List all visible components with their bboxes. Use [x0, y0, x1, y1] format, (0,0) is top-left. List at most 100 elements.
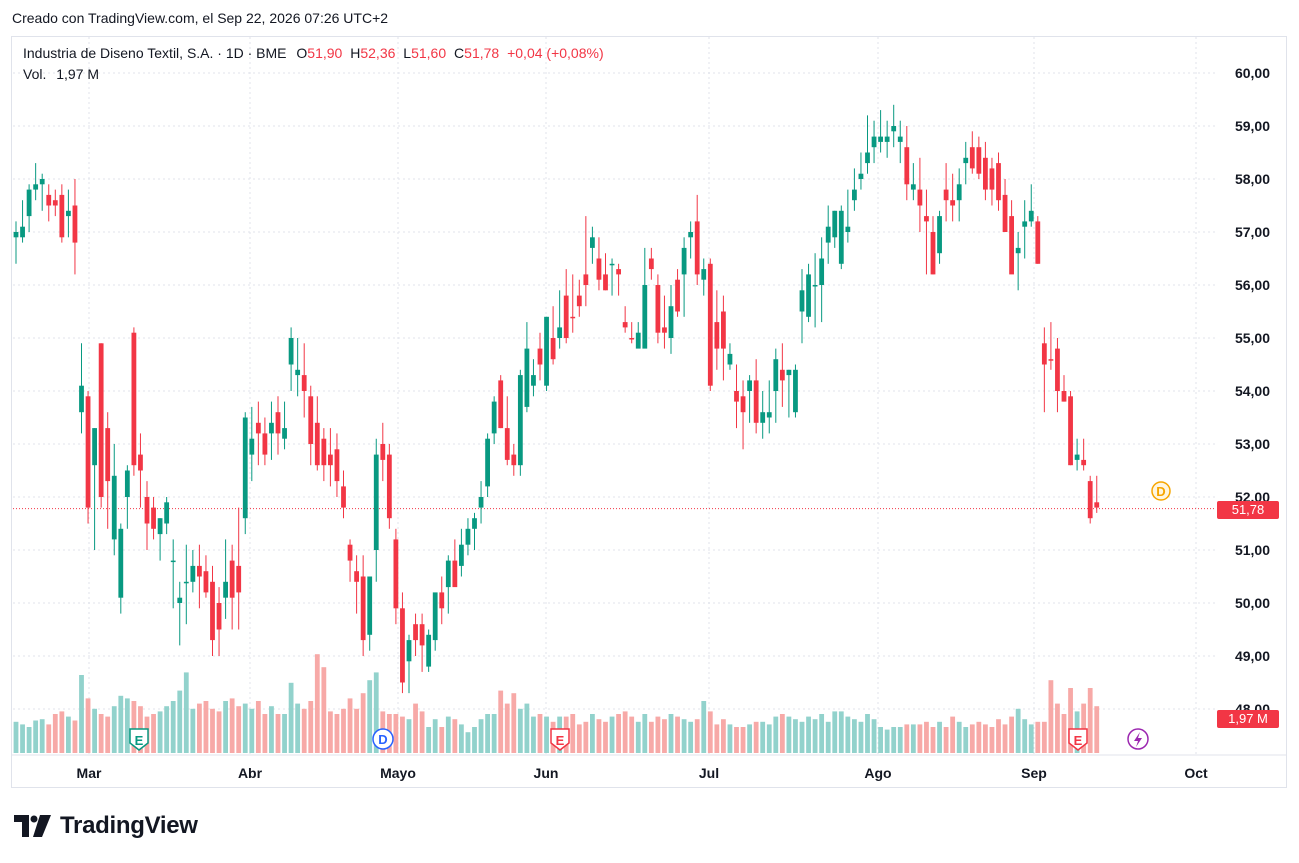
- volume-bar: [478, 719, 484, 753]
- volume-bar: [524, 703, 530, 753]
- candle: [609, 258, 615, 296]
- candle-body: [897, 136, 903, 142]
- candle: [1094, 475, 1100, 513]
- candle-body: [576, 295, 582, 307]
- volume-bar: [897, 727, 903, 753]
- volume-bar: [1041, 721, 1047, 753]
- volume-bar: [865, 714, 870, 753]
- candle-body: [347, 544, 353, 561]
- candle-body: [210, 581, 215, 641]
- symbol-title: Industria de Diseno Textil, S.A. · 1D · …: [23, 45, 287, 61]
- candle: [983, 141, 988, 201]
- marker-shape: [550, 728, 570, 751]
- earnings-marker: E: [550, 728, 570, 751]
- candle: [996, 152, 1001, 211]
- volume-label: Vol.: [23, 66, 47, 82]
- volume-bar: [694, 719, 700, 753]
- candle: [701, 258, 707, 296]
- candle: [825, 205, 831, 264]
- volume-bar: [223, 701, 228, 753]
- volume-bar: [1094, 706, 1100, 753]
- candle-body: [13, 232, 19, 238]
- volume-bar: [721, 719, 726, 753]
- candle: [190, 550, 196, 593]
- candle-body: [976, 147, 982, 174]
- candle-body: [727, 353, 733, 365]
- candle: [20, 200, 25, 243]
- candle: [223, 539, 228, 619]
- volume-bar: [229, 698, 235, 753]
- candle-body: [799, 290, 805, 312]
- candle: [439, 576, 445, 625]
- volume-bar: [812, 719, 818, 753]
- candle: [197, 544, 202, 609]
- candle-body: [891, 126, 897, 132]
- candle-body: [138, 454, 143, 471]
- candle: [72, 179, 78, 275]
- candle-body: [989, 168, 995, 190]
- close-value: 51,78: [464, 45, 500, 61]
- candle: [714, 290, 720, 370]
- volume-bar: [242, 703, 248, 753]
- volume-bar: [413, 703, 418, 753]
- volume-bar: [917, 724, 923, 753]
- candle: [367, 576, 373, 651]
- candle-body: [472, 518, 477, 529]
- grid-lines: [11, 37, 1287, 756]
- candle-body: [1055, 348, 1060, 391]
- candle-body: [282, 428, 287, 439]
- volume-bar: [452, 719, 458, 753]
- candle: [616, 263, 621, 296]
- candle: [242, 412, 248, 535]
- candle: [39, 173, 45, 211]
- candle: [760, 391, 766, 439]
- candle-body: [740, 396, 746, 413]
- candle-body: [190, 565, 196, 582]
- candle: [177, 581, 183, 646]
- volume-bar: [66, 716, 71, 753]
- candle: [46, 184, 52, 222]
- candle-body: [642, 285, 648, 349]
- volume-bar: [288, 682, 294, 753]
- candle: [341, 470, 346, 519]
- candle: [406, 634, 412, 694]
- price-tick-label: 54,00: [1235, 383, 1270, 399]
- candle-body: [419, 624, 425, 646]
- volume-bar: [124, 698, 130, 753]
- candle-body: [681, 247, 687, 275]
- candle-body: [59, 194, 65, 238]
- candle: [655, 274, 661, 344]
- marker-shape: [129, 728, 149, 751]
- candle: [498, 375, 504, 429]
- volume-bar: [164, 706, 170, 753]
- volume-bar: [531, 716, 536, 753]
- candle-body: [498, 380, 504, 429]
- candle-body: [937, 216, 942, 254]
- volume-bar: [210, 708, 215, 753]
- candle-body: [858, 173, 864, 179]
- earnings-marker: E: [129, 728, 149, 751]
- candle: [622, 306, 628, 333]
- candle-body: [819, 258, 825, 285]
- volume-bar: [779, 714, 785, 753]
- price-tick-label: 51,00: [1235, 542, 1270, 558]
- candle: [334, 433, 340, 497]
- candle-body: [288, 338, 294, 365]
- candle-body: [590, 237, 595, 248]
- tradingview-logo[interactable]: TradingView: [14, 812, 198, 840]
- candle-body: [524, 348, 530, 407]
- candle: [1055, 338, 1060, 413]
- candle: [799, 269, 805, 344]
- candle-body: [943, 189, 949, 201]
- price-tick-label: 58,00: [1235, 171, 1270, 187]
- candle: [629, 322, 635, 344]
- candle-body: [773, 359, 779, 391]
- price-tick-label: 60,00: [1235, 65, 1270, 81]
- candle-body: [223, 581, 228, 598]
- candle: [1002, 179, 1008, 232]
- candle-body: [721, 311, 726, 349]
- candle-body: [321, 438, 327, 466]
- candle-body: [766, 412, 772, 418]
- candle-body: [255, 422, 261, 434]
